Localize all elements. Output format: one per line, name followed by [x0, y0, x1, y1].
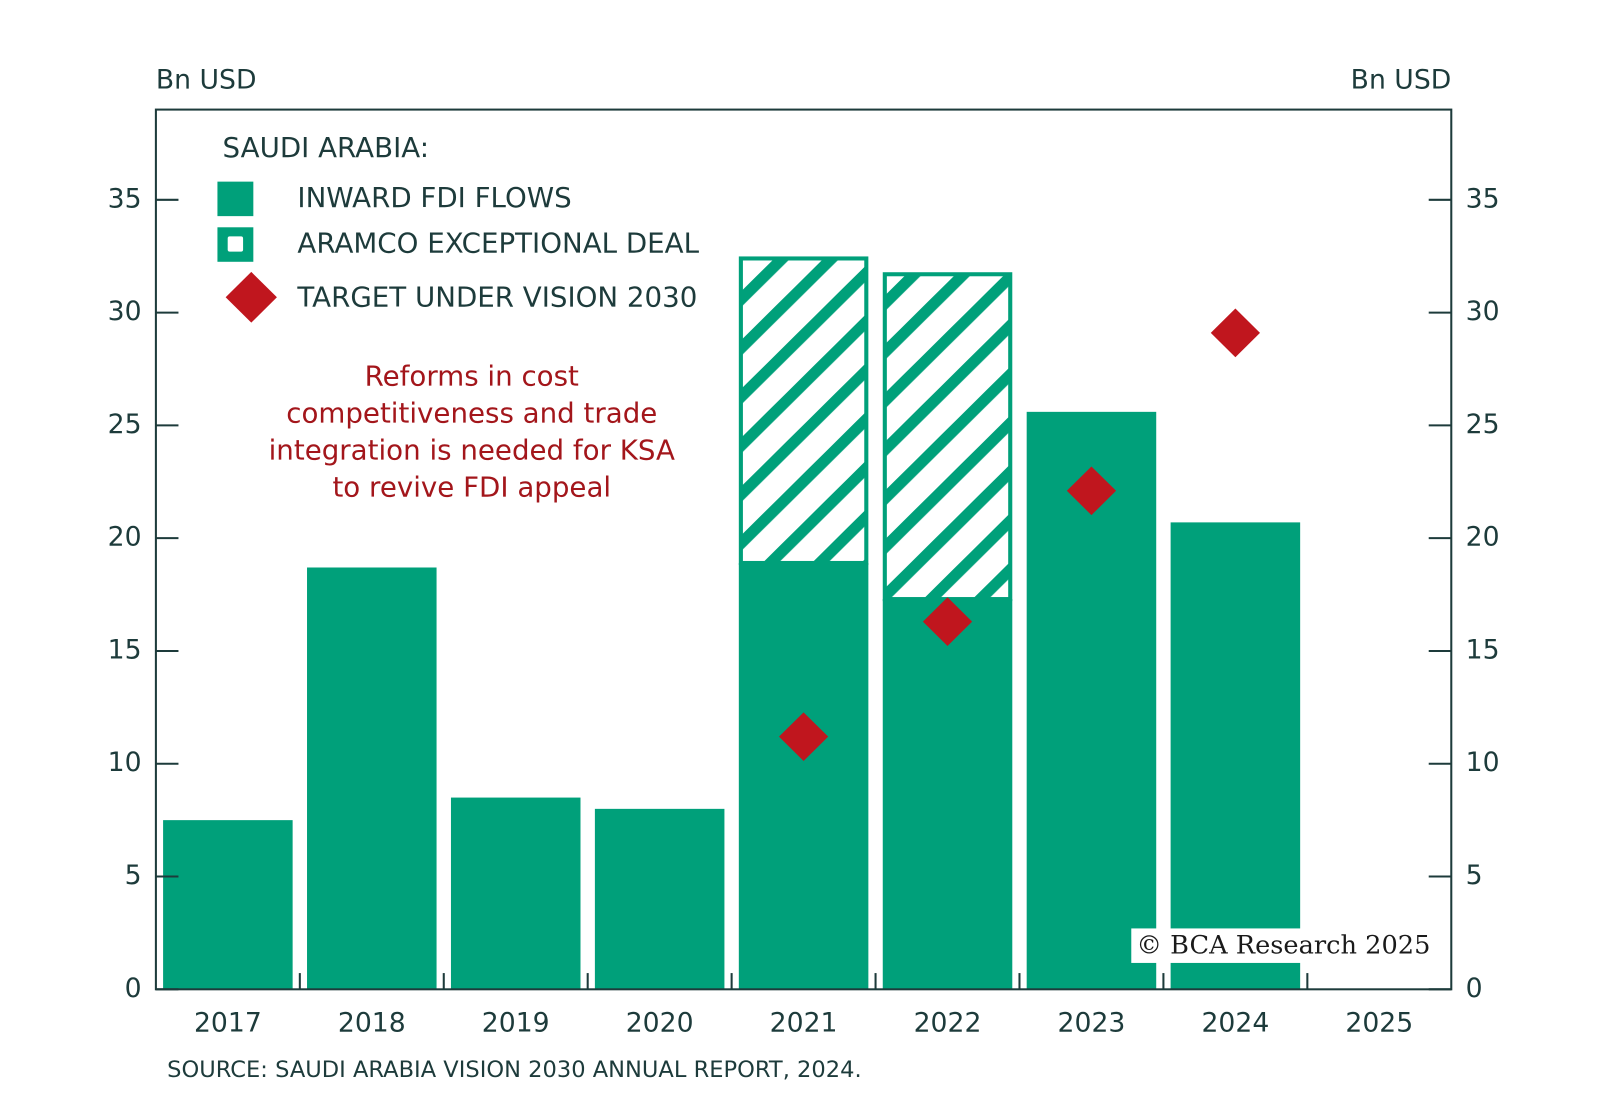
aramco-bar — [738, 256, 869, 566]
y-tick-label: 35 — [108, 183, 142, 214]
x-tick-label: 2017 — [194, 1007, 262, 1038]
legend-label: TARGET UNDER VISION 2030 — [296, 281, 697, 313]
x-tick-label: 2019 — [482, 1007, 550, 1038]
annotation: to revive FDI appeal — [332, 472, 611, 504]
y2-tick-label: 10 — [1466, 747, 1500, 778]
y2-tick-label: 30 — [1466, 296, 1500, 327]
y2-axis-label: Bn USD — [1351, 65, 1452, 96]
bar — [307, 567, 437, 990]
y2-tick-label: 15 — [1466, 635, 1500, 666]
legend-swatch — [225, 271, 277, 323]
legend-swatch-inner — [227, 236, 244, 252]
bar — [738, 562, 869, 990]
y-tick-label: 20 — [108, 522, 142, 553]
copyright-box — [1131, 928, 1421, 963]
y2-tick-label: 0 — [1466, 973, 1483, 1004]
x-tick-label: 2024 — [1201, 1007, 1269, 1038]
annotation: integration is needed for KSA — [269, 435, 676, 467]
y2-tick-label: 25 — [1466, 409, 1500, 440]
target-marker — [1066, 466, 1117, 516]
x-tick-label: 2022 — [914, 1007, 982, 1038]
bar — [1170, 522, 1301, 990]
y-tick-label: 5 — [125, 860, 142, 891]
target-marker — [1210, 308, 1260, 358]
x-tick-label: 2023 — [1058, 1007, 1126, 1038]
x-tick-label: 2021 — [770, 1007, 838, 1038]
legend-swatch — [217, 181, 254, 217]
y-tick-label: 0 — [125, 973, 142, 1004]
y-tick-label: 30 — [108, 296, 142, 327]
y-tick-label: 10 — [108, 747, 142, 778]
annotation: Reforms in cost — [365, 361, 579, 393]
annotation: competitiveness and trade — [286, 398, 657, 430]
x-tick-label: 2018 — [338, 1007, 406, 1038]
bar — [450, 797, 581, 990]
x-tick-label: 2025 — [1345, 1007, 1413, 1038]
source: SOURCE: SAUDI ARABIA VISION 2030 ANNUAL … — [167, 1057, 861, 1083]
bar — [163, 820, 293, 990]
y-tick-label: 25 — [108, 409, 142, 440]
legend-label: INWARD FDI FLOWS — [297, 182, 571, 214]
x-tick-label: 2020 — [626, 1007, 694, 1038]
y-axis-label: Bn USD — [156, 65, 257, 96]
plot-frame — [154, 108, 1453, 991]
y-tick-label: 15 — [108, 635, 142, 666]
target-marker — [778, 712, 829, 762]
copyright: © BCA Research 2025 — [1136, 931, 1430, 961]
aramco-bar — [882, 272, 1013, 602]
bar — [594, 808, 725, 990]
legend-label: ARAMCO EXCEPTIONAL DEAL — [297, 228, 699, 260]
bar — [882, 599, 1013, 990]
y2-tick-label: 20 — [1466, 522, 1500, 553]
y2-tick-label: 35 — [1466, 183, 1500, 214]
y2-tick-label: 5 — [1466, 860, 1483, 891]
legend-title: SAUDI ARABIA: — [223, 132, 429, 164]
